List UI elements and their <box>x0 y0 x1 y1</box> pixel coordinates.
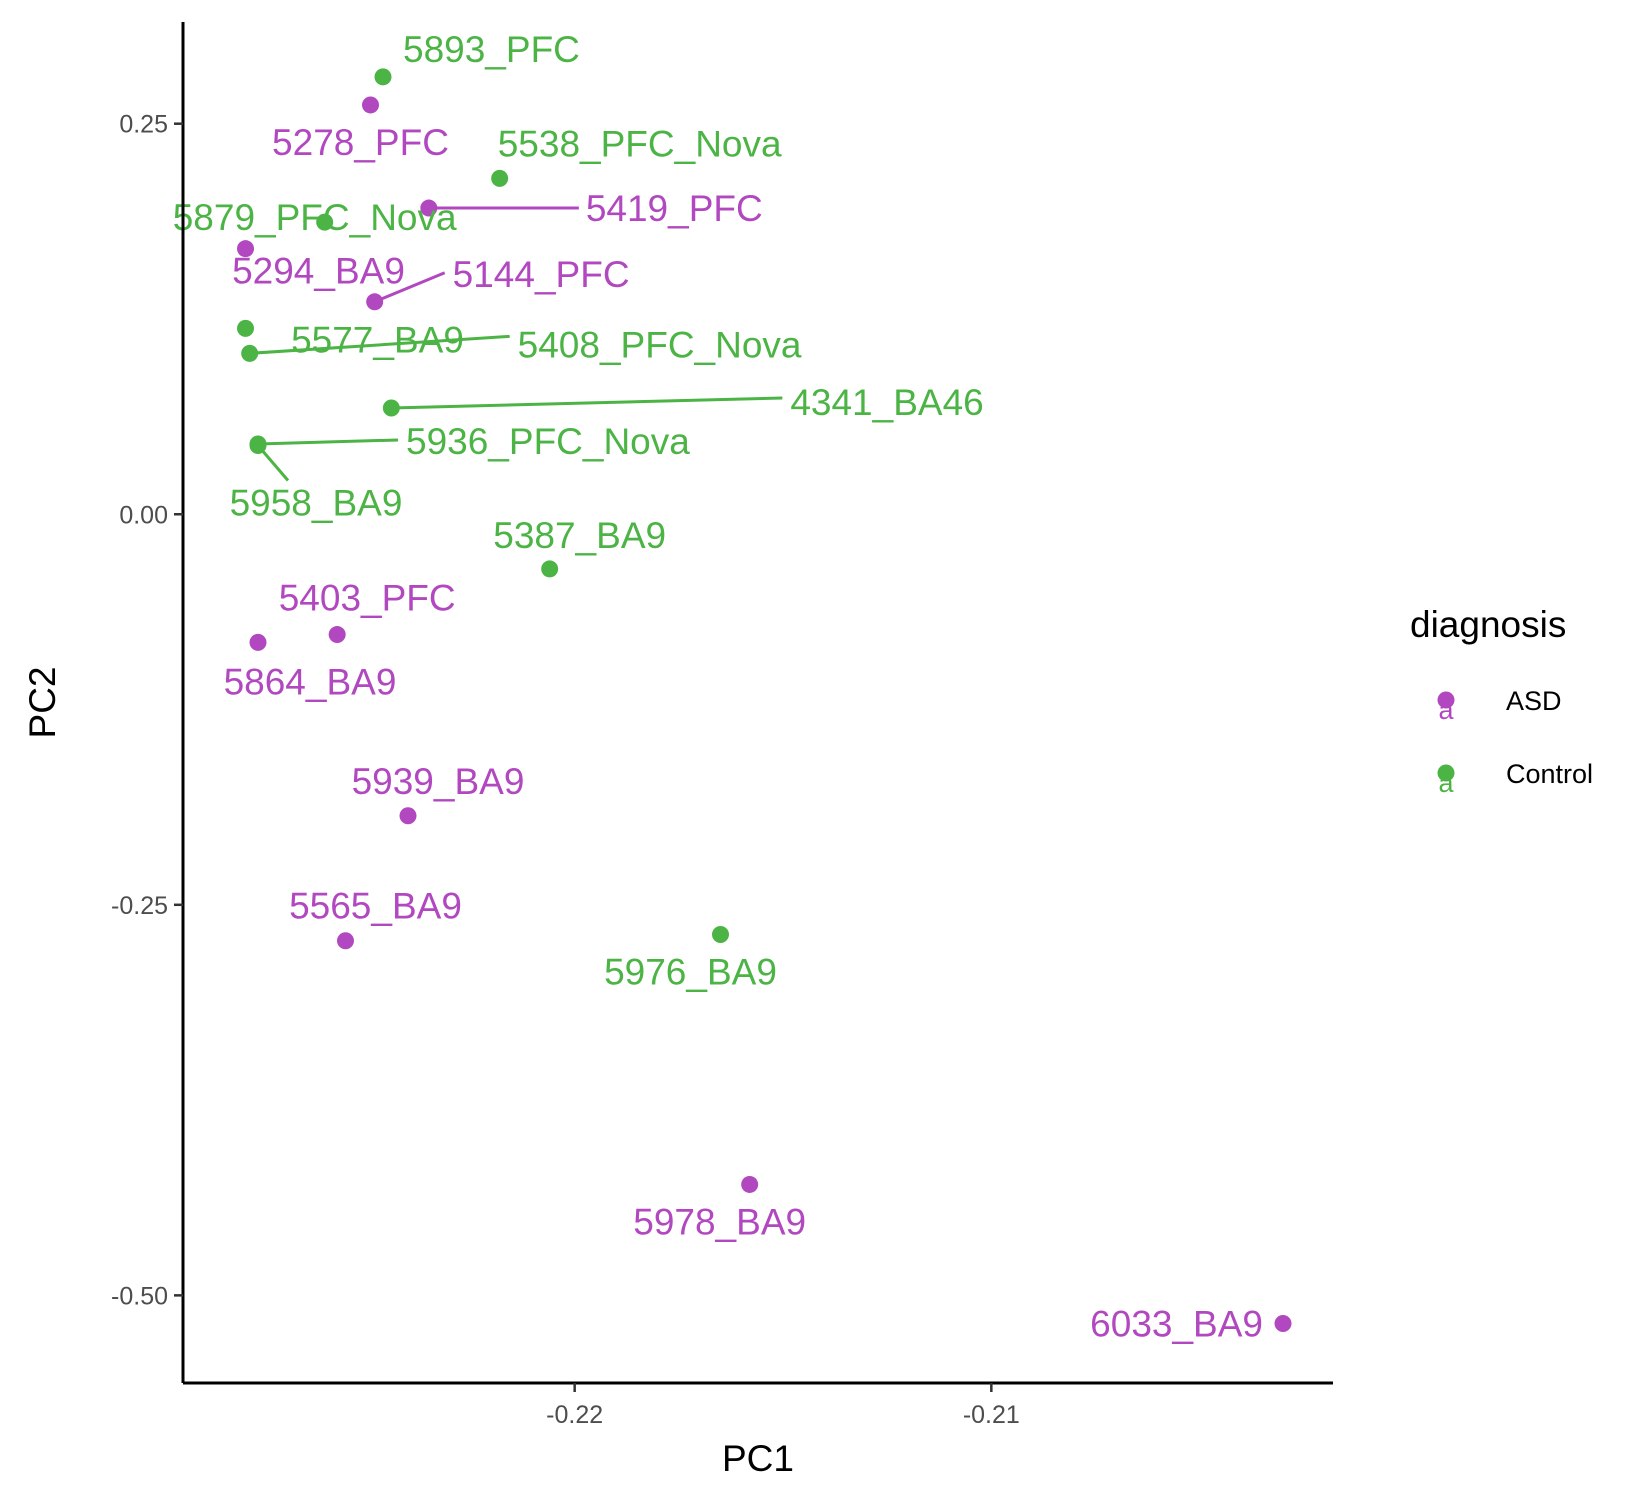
data-point <box>237 240 254 258</box>
point-label: 5294_BA9 <box>232 251 405 292</box>
data-point <box>328 626 346 644</box>
y-tick-label: -0.25 <box>111 892 168 920</box>
legend-key-dot <box>1437 764 1455 782</box>
data-point <box>337 932 354 950</box>
label-leader-line <box>391 396 783 410</box>
data-point <box>241 344 259 362</box>
data-point <box>491 169 509 187</box>
point-label: 5408_PFC_Nova <box>518 324 802 365</box>
point-label: 5958_BA9 <box>230 483 403 524</box>
axes: -0.22 -0.21 0.25 0.00 -0.25 -0.50 <box>111 22 1333 1429</box>
legend: diagnosis a ASD a Control <box>1410 604 1593 798</box>
y-tick-label: -0.50 <box>111 1282 168 1310</box>
point-label: 6033_BA9 <box>1090 1303 1263 1344</box>
label-leader-line <box>249 334 510 355</box>
point-label: 5419_PFC <box>586 188 763 229</box>
label-leader-line <box>257 438 399 446</box>
data-point <box>316 213 334 231</box>
legend-entry-label: ASD <box>1506 686 1562 716</box>
point-label: 5864_BA9 <box>224 661 397 702</box>
legend-entry-label: Control <box>1506 759 1593 789</box>
y-axis-title: PC2 <box>22 667 63 739</box>
data-point <box>399 807 417 825</box>
point-label: 5939_BA9 <box>352 761 525 802</box>
data-point <box>362 96 379 114</box>
label-leader-line <box>374 271 446 304</box>
data-point <box>420 199 438 217</box>
point-label: 5387_BA9 <box>493 515 666 556</box>
point-label: 5978_BA9 <box>633 1201 806 1242</box>
point-label: 5565_BA9 <box>289 886 462 927</box>
plot-area: 5278_PFC 5419_PFC 5294_BA9 5144_PFC 5403_PFC… <box>173 29 1292 1344</box>
y-tick-label: 0.00 <box>119 501 168 529</box>
data-point <box>249 633 267 651</box>
x-tick-label: -0.22 <box>546 1401 603 1429</box>
point-label: 5936_PFC_Nova <box>406 421 690 462</box>
data-point <box>366 293 384 311</box>
point-label: 5403_PFC <box>279 578 456 619</box>
point-label: 5893_PFC <box>403 29 580 70</box>
y-tick-label: 0.25 <box>119 111 168 139</box>
point-label: 4341_BA46 <box>790 382 983 423</box>
x-tick-label: -0.21 <box>963 1401 1020 1429</box>
point-label: 5278_PFC <box>272 122 449 163</box>
point-label: 5976_BA9 <box>604 951 777 992</box>
data-point <box>249 437 267 455</box>
x-axis-title: PC1 <box>722 1438 794 1479</box>
legend-key-glyph: a <box>1438 695 1454 725</box>
data-point <box>237 319 254 337</box>
data-point <box>374 68 392 86</box>
point-label: 5538_PFC_Nova <box>498 123 782 164</box>
data-point <box>1274 1314 1292 1332</box>
legend-key-dot <box>1437 691 1455 709</box>
legend-title: diagnosis <box>1410 604 1566 645</box>
point-label: 5144_PFC <box>453 254 630 295</box>
data-point <box>541 560 559 578</box>
legend-key-glyph: a <box>1438 768 1454 798</box>
point-label: 5879_PFC_Nova <box>173 197 457 238</box>
data-point <box>712 925 729 943</box>
data-point <box>741 1175 759 1193</box>
data-point <box>382 399 400 417</box>
